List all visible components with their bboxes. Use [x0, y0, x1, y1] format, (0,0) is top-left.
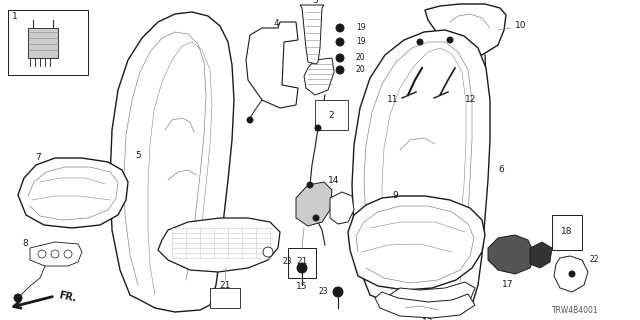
Circle shape	[38, 250, 46, 258]
Polygon shape	[554, 256, 588, 292]
Polygon shape	[352, 30, 490, 314]
Polygon shape	[552, 215, 582, 250]
Text: TRW4B4001: TRW4B4001	[552, 306, 598, 315]
Circle shape	[447, 37, 453, 43]
Text: 8: 8	[22, 239, 28, 249]
Text: 6: 6	[498, 165, 504, 174]
Text: 20: 20	[356, 66, 365, 75]
Text: 15: 15	[296, 282, 308, 291]
Circle shape	[263, 247, 273, 257]
Circle shape	[569, 271, 575, 277]
Text: 7: 7	[35, 153, 41, 162]
Text: 21: 21	[220, 281, 230, 290]
Text: 11: 11	[387, 95, 398, 105]
Text: 23: 23	[318, 287, 328, 297]
Circle shape	[14, 294, 22, 302]
Circle shape	[297, 263, 307, 273]
Polygon shape	[18, 158, 128, 228]
Text: 10: 10	[515, 20, 527, 29]
Circle shape	[336, 24, 344, 32]
Polygon shape	[530, 242, 552, 268]
Circle shape	[247, 117, 253, 123]
Circle shape	[51, 250, 59, 258]
Polygon shape	[300, 5, 324, 64]
Polygon shape	[110, 12, 234, 312]
Polygon shape	[30, 242, 82, 266]
Text: 18: 18	[561, 228, 573, 236]
Circle shape	[64, 250, 72, 258]
Polygon shape	[28, 28, 58, 58]
Polygon shape	[8, 10, 88, 75]
Circle shape	[336, 66, 344, 74]
Polygon shape	[296, 182, 332, 226]
Circle shape	[336, 38, 344, 46]
Circle shape	[417, 39, 423, 45]
Text: 1: 1	[12, 12, 18, 21]
Text: 12: 12	[465, 95, 476, 105]
Text: 4: 4	[273, 19, 279, 28]
Text: 23: 23	[282, 258, 292, 267]
Text: FR.: FR.	[58, 290, 77, 304]
Text: 17: 17	[502, 280, 514, 289]
Text: 21: 21	[296, 258, 308, 267]
Text: 19: 19	[356, 37, 365, 46]
Polygon shape	[330, 192, 354, 224]
Text: 9: 9	[392, 190, 397, 199]
Text: 2: 2	[328, 110, 334, 119]
Circle shape	[307, 182, 313, 188]
Text: 20: 20	[356, 53, 365, 62]
Polygon shape	[388, 282, 475, 316]
Polygon shape	[210, 288, 240, 308]
Polygon shape	[158, 218, 280, 272]
Polygon shape	[288, 248, 316, 278]
Circle shape	[315, 125, 321, 131]
Text: 5: 5	[135, 150, 141, 159]
Polygon shape	[425, 4, 506, 55]
Circle shape	[336, 54, 344, 62]
Polygon shape	[304, 58, 334, 95]
Text: 19: 19	[356, 23, 365, 33]
Polygon shape	[348, 196, 485, 290]
Circle shape	[313, 215, 319, 221]
Text: 14: 14	[328, 176, 339, 185]
Polygon shape	[375, 292, 475, 318]
Polygon shape	[246, 22, 298, 108]
Text: 22: 22	[590, 255, 600, 265]
Text: 13: 13	[422, 318, 434, 320]
Circle shape	[333, 287, 343, 297]
Text: 3: 3	[312, 0, 318, 5]
Polygon shape	[315, 100, 348, 130]
Polygon shape	[488, 235, 535, 274]
